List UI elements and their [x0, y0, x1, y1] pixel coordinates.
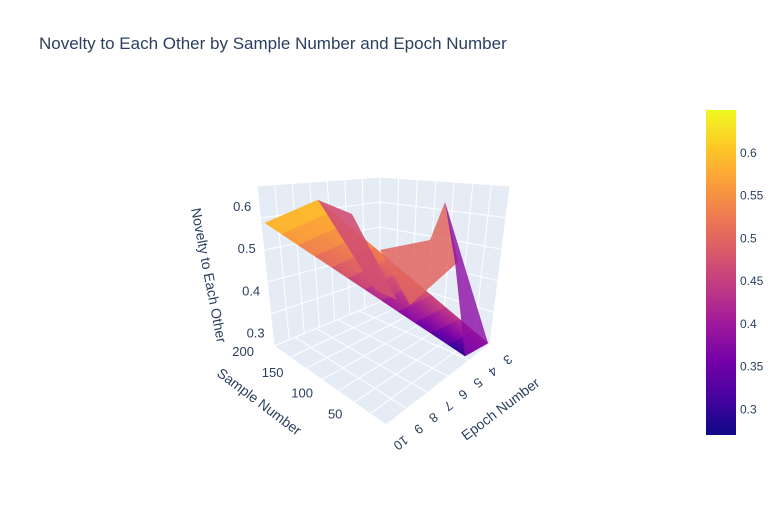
z-tick-label: 0.6 [233, 199, 251, 214]
chart-title: Novelty to Each Other by Sample Number a… [39, 34, 507, 53]
colorbar-tick-label: 0.3 [740, 402, 757, 416]
x-tick-label: 8 [426, 410, 441, 426]
x-tick-label: 4 [486, 363, 501, 379]
surface-fold-mid [380, 202, 458, 305]
z-tick-label: 0.3 [247, 325, 265, 340]
x-tick-label: 7 [441, 398, 456, 414]
x-tick-label: 5 [471, 375, 486, 391]
colorbar-tick-label: 0.35 [740, 360, 764, 374]
x-tick-label: 10 [391, 433, 412, 454]
x-tick-label: 6 [456, 386, 471, 402]
y-tick-label: 50 [328, 406, 342, 421]
colorbar-ticks: 0.3 0.35 0.4 0.45 0.5 0.55 0.6 [740, 146, 764, 417]
colorbar [706, 110, 736, 435]
x-tick-label: 9 [411, 421, 426, 437]
x-tick-label: 3 [500, 352, 515, 368]
colorbar-tick-label: 0.55 [740, 189, 764, 203]
colorbar-tick-label: 0.4 [740, 317, 757, 331]
y-axis-title: Sample Number [214, 365, 305, 439]
surface-fold-right [445, 202, 488, 356]
colorbar-tick-label: 0.5 [740, 231, 757, 245]
colorbar-tick-label: 0.45 [740, 274, 764, 288]
y-tick-label: 200 [232, 344, 254, 359]
z-axis-ticks: 0.3 0.4 0.5 0.6 [233, 199, 264, 340]
x-axis-title: Epoch Number [458, 374, 542, 443]
colorbar-tick-label: 0.6 [740, 146, 757, 160]
y-axis-ticks: 50 100 150 200 [232, 344, 342, 421]
z-tick-label: 0.5 [238, 241, 256, 256]
z-tick-label: 0.4 [242, 283, 260, 298]
y-tick-label: 100 [291, 386, 313, 401]
z-axis-title: Novelty to Each Other [188, 207, 230, 345]
surface-fold-left [318, 200, 397, 300]
y-tick-label: 150 [262, 365, 284, 380]
surface [264, 199, 489, 357]
